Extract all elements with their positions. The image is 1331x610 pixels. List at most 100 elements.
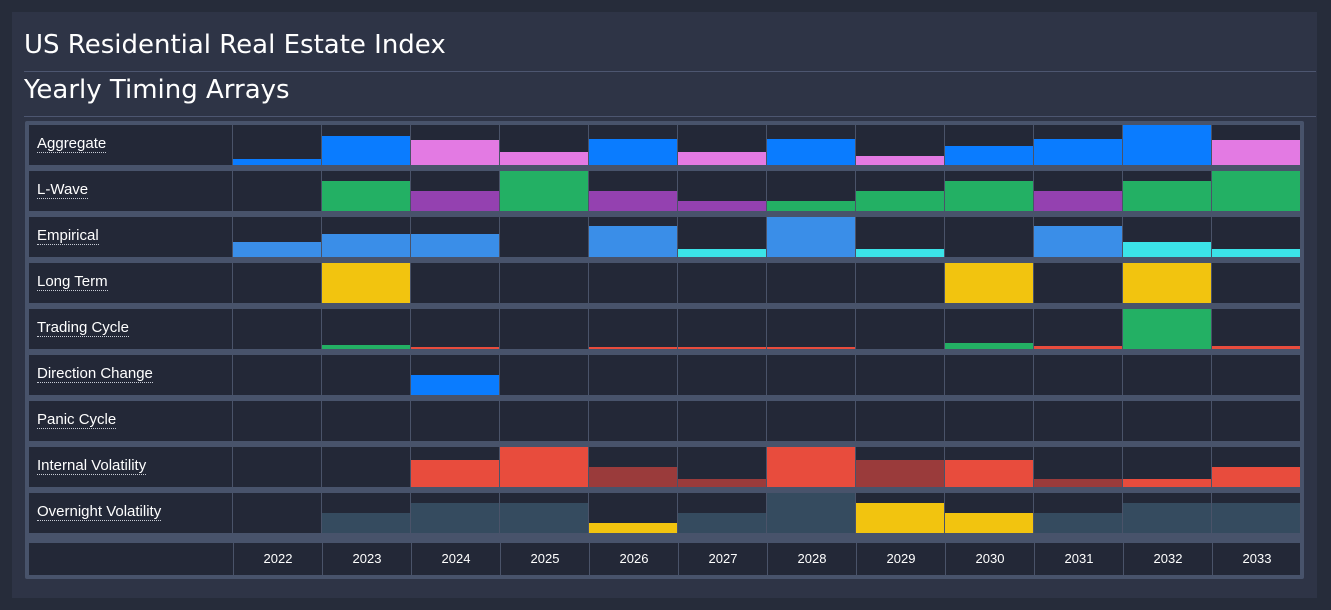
value-bar[interactable] [856,503,944,533]
row-label[interactable]: Trading Cycle [37,319,129,337]
value-bar[interactable] [945,513,1033,533]
heatmap-cell [856,171,945,211]
value-bar[interactable] [1123,503,1211,533]
value-bar[interactable] [411,234,499,257]
heatmap-cell [500,171,589,211]
value-bar[interactable] [856,156,944,165]
heatmap-cell [767,401,856,441]
value-bar[interactable] [411,140,499,165]
value-bar[interactable] [500,503,588,533]
value-bar[interactable] [856,191,944,211]
value-bar[interactable] [856,460,944,487]
value-bar[interactable] [1034,139,1122,165]
value-bar[interactable] [945,343,1033,349]
heatmap-cell [322,171,411,211]
value-bar[interactable] [1212,467,1300,487]
row-label[interactable]: Direction Change [37,365,153,383]
value-bar[interactable] [322,513,410,533]
value-bar[interactable] [411,191,499,211]
value-bar[interactable] [1212,503,1300,533]
value-bar[interactable] [322,263,410,303]
value-bar[interactable] [1123,125,1211,165]
row-label[interactable]: Aggregate [37,135,107,153]
heatmap-cell [856,217,945,257]
value-bar[interactable] [678,513,766,533]
value-bar[interactable] [1123,479,1211,487]
value-bar[interactable] [322,181,410,211]
heatmap-cell [322,447,411,487]
value-bar[interactable] [1034,226,1122,257]
value-bar[interactable] [589,523,677,533]
value-bar[interactable] [1034,479,1122,487]
value-bar[interactable] [767,447,855,487]
row-overnight-volatility: Overnight Volatility [29,493,1301,533]
heatmap-cell [233,447,322,487]
value-bar[interactable] [1123,263,1211,303]
value-bar[interactable] [678,201,766,211]
value-bar[interactable] [411,347,499,349]
value-bar[interactable] [1212,346,1300,349]
row-l-wave: L-Wave [29,171,1301,211]
value-bar[interactable] [589,467,677,487]
value-bar[interactable] [1212,249,1300,257]
value-bar[interactable] [767,201,855,211]
value-bar[interactable] [1034,191,1122,211]
value-bar[interactable] [945,181,1033,211]
value-bar[interactable] [856,249,944,257]
value-bar[interactable] [767,347,855,349]
value-bar[interactable] [589,191,677,211]
heatmap-cell [945,447,1034,487]
value-bar[interactable] [678,249,766,257]
value-bar[interactable] [500,447,588,487]
value-bar[interactable] [233,159,321,165]
value-bar[interactable] [322,136,410,165]
value-bar[interactable] [500,152,588,165]
value-bar[interactable] [500,171,588,211]
value-bar[interactable] [945,460,1033,487]
value-bar[interactable] [1123,242,1211,257]
value-bar[interactable] [1123,309,1211,349]
value-bar[interactable] [411,503,499,533]
value-bar[interactable] [411,460,499,487]
value-bar[interactable] [767,493,855,533]
row-label[interactable]: Empirical [37,227,99,245]
row-label-cell: Panic Cycle [29,401,233,441]
heatmap-cell [500,125,589,165]
heatmap-cell [233,309,322,349]
value-bar[interactable] [678,479,766,487]
value-bar[interactable] [945,263,1033,303]
heatmap-cell [945,171,1034,211]
value-bar[interactable] [589,347,677,349]
value-bar[interactable] [1034,346,1122,349]
value-bar[interactable] [1212,140,1300,165]
row-label-cell: Empirical [29,217,233,257]
value-bar[interactable] [589,139,677,165]
row-label[interactable]: Overnight Volatility [37,503,162,521]
heatmap-cell [678,401,767,441]
value-bar[interactable] [589,226,677,257]
heatmap-cell [322,263,411,303]
heatmap-cell [589,125,678,165]
value-bar[interactable] [411,375,499,395]
heatmap-cell [1123,493,1212,533]
value-bar[interactable] [322,345,410,349]
heatmap-cell [233,217,322,257]
value-bar[interactable] [767,139,855,165]
value-bar[interactable] [767,217,855,257]
value-bar[interactable] [945,146,1033,165]
value-bar[interactable] [233,242,321,257]
row-label[interactable]: Internal Volatility [37,457,147,475]
year-axis: 2022 2023 2024 2025 2026 2027 2028 2029 2030 2031… [29,543,1300,575]
heatmap-cell [500,263,589,303]
heatmap-cell [500,493,589,533]
row-label[interactable]: Panic Cycle [37,411,117,429]
value-bar[interactable] [678,347,766,349]
value-bar[interactable] [322,234,410,257]
row-label[interactable]: Long Term [37,273,108,291]
value-bar[interactable] [1212,171,1300,211]
value-bar[interactable] [1123,181,1211,211]
row-label[interactable]: L-Wave [37,181,89,199]
heatmap-cell [322,401,411,441]
value-bar[interactable] [1034,513,1122,533]
value-bar[interactable] [678,152,766,165]
